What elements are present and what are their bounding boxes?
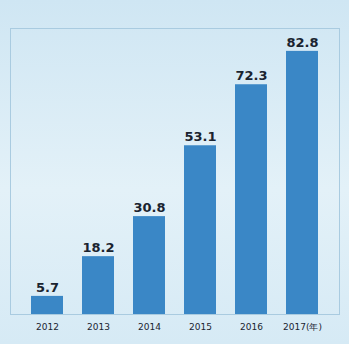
svg-text:5.7: 5.7 xyxy=(36,280,59,295)
svg-text:2016: 2016 xyxy=(240,322,263,332)
svg-text:72.3: 72.3 xyxy=(235,68,267,83)
svg-text:2013: 2013 xyxy=(87,322,110,332)
svg-text:2015: 2015 xyxy=(189,322,212,332)
svg-text:2014: 2014 xyxy=(138,322,161,332)
svg-text:2017(年): 2017(年) xyxy=(283,322,322,332)
svg-text:53.1: 53.1 xyxy=(184,129,216,144)
svg-text:82.8: 82.8 xyxy=(286,35,318,50)
svg-text:18.2: 18.2 xyxy=(82,240,114,255)
svg-text:30.8: 30.8 xyxy=(133,200,165,215)
svg-text:2012: 2012 xyxy=(36,322,59,332)
